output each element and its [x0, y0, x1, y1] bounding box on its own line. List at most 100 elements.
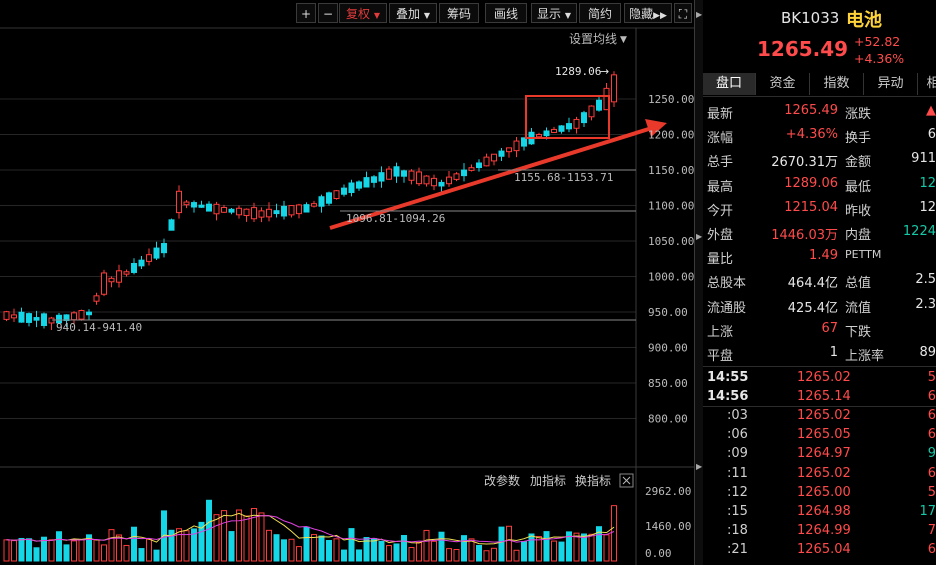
last-price: 1265.49 — [757, 37, 849, 61]
annot-high-arrow: → — [600, 65, 609, 78]
stat-label-2: 涨跌 — [845, 107, 872, 122]
volume-bar — [326, 539, 332, 562]
stat-row: 总手 2670.31万 金额 911 — [703, 149, 936, 171]
candle-body — [581, 112, 587, 124]
candle-body — [596, 99, 602, 111]
stat-value-2: 12 — [919, 175, 936, 191]
tab-zhishu[interactable]: 指数 — [810, 73, 864, 95]
volume-bar — [393, 543, 400, 562]
tick-row: 14:55 1265.02 5 — [703, 368, 936, 387]
volume-tick: 1460.00 — [645, 520, 691, 533]
annot-range-3: 940.14-941.40 — [56, 321, 142, 334]
zoom-in-button[interactable]: + — [296, 3, 316, 23]
volume-bar — [251, 508, 257, 562]
caret-down-icon: ▼ — [373, 11, 380, 20]
fullscreen-icon[interactable]: ⛶ — [674, 3, 692, 23]
tick-time: :09 — [727, 446, 748, 462]
tab-pankou[interactable]: 盘口 — [703, 73, 756, 95]
candle-body — [416, 171, 422, 185]
tick-volume: 9 — [927, 446, 936, 462]
yincang-button[interactable]: 隐藏▶▶ — [624, 3, 672, 23]
volume-bar — [56, 531, 62, 562]
stat-label: 今开 — [707, 203, 734, 219]
volume-bar — [153, 549, 160, 562]
huaxian-button[interactable]: 画线 — [485, 3, 527, 23]
candle-body — [281, 205, 287, 217]
fuquan-button[interactable]: 复权 ▼ — [339, 3, 387, 23]
volume-bar — [311, 534, 317, 562]
candle-body — [176, 190, 182, 214]
volume-axis: 2962.00 1460.00 0.00 — [645, 485, 691, 560]
stat-value: 1.49 — [809, 248, 838, 264]
volume-bar — [78, 539, 85, 562]
chouma-button[interactable]: 筹码 — [439, 3, 479, 23]
volume-bar — [491, 547, 497, 562]
volume-bar — [446, 548, 452, 562]
volume-bar — [176, 528, 182, 562]
candle-body — [461, 169, 467, 177]
stat-label: 最新 — [707, 107, 734, 122]
tick-row: :15 1264.98 17 — [703, 502, 936, 521]
vol-btn-add[interactable]: 加指标 — [530, 473, 566, 488]
volume-bar — [498, 526, 505, 562]
diejia-button[interactable]: 叠加 ▼ — [389, 3, 437, 23]
tab-yidong[interactable]: 异动 — [864, 73, 918, 95]
chevron-right-icon: ▶ — [696, 232, 703, 241]
stat-value: +4.36% — [785, 127, 838, 143]
vol-btn-switch[interactable]: 换指标 — [575, 473, 611, 488]
tick-row: :18 1264.99 7 — [703, 521, 936, 540]
volume-bar — [243, 515, 250, 562]
candle-body — [86, 311, 92, 316]
xianshi-button[interactable]: 显示 ▼ — [531, 3, 577, 23]
zoom-out-button[interactable]: − — [318, 3, 338, 23]
candle-body — [296, 204, 302, 215]
kline-chart[interactable]: 1289.06 → 1155.68-1153.71 1096.81-1094.2… — [0, 0, 694, 565]
volume-bar — [453, 548, 460, 562]
stat-label-2: 换手 — [845, 131, 872, 147]
volume-bar — [281, 539, 287, 562]
candle-body — [483, 156, 490, 167]
volume-bar — [18, 537, 25, 562]
volume-bar — [108, 529, 115, 562]
volume-bar — [3, 539, 10, 562]
volume-bar — [596, 526, 602, 562]
candle-body — [491, 153, 497, 162]
tick-time: 14:55 — [707, 370, 749, 385]
close-icon[interactable] — [619, 473, 634, 488]
volume-bar — [341, 549, 347, 562]
candle-body — [153, 247, 160, 259]
tick-price: 1265.14 — [797, 389, 851, 405]
tab-zijin[interactable]: 资金 — [756, 73, 810, 95]
volume-bar — [468, 538, 475, 562]
stat-row: 流通股 425.4亿 流值 2.3 — [703, 295, 936, 317]
ma-settings-link[interactable]: 设置均线 — [569, 32, 617, 46]
volume-bar — [573, 532, 580, 562]
volume-bar — [131, 526, 137, 562]
candle-body — [453, 173, 460, 180]
jianyue-button[interactable]: 简约 — [579, 3, 621, 23]
stat-value: 1446.03万 — [771, 228, 838, 243]
price-tick: 1200.00 — [648, 129, 694, 142]
panel-toggle[interactable]: ▶ ▶ ▶ — [695, 0, 703, 565]
price-tick: 1050.00 — [648, 235, 694, 248]
stat-value-2: 89 — [919, 345, 936, 360]
ma-settings-caret: ▼ — [620, 35, 627, 45]
candle-body — [191, 202, 197, 208]
volume-bar — [93, 539, 100, 562]
volume-bar — [378, 540, 385, 562]
stat-label-2: PETTM — [845, 248, 882, 262]
price-tick: 1000.00 — [648, 271, 694, 284]
candle-body — [386, 168, 392, 180]
stat-label: 总手 — [707, 155, 734, 171]
candle-body — [18, 311, 25, 323]
vol-btn-params[interactable]: 改参数 — [484, 473, 520, 488]
volume-bar — [71, 540, 77, 562]
candle-body — [566, 123, 572, 130]
tab-more[interactable]: 相 — [918, 73, 936, 95]
volume-bar — [288, 538, 295, 562]
divider — [703, 406, 936, 408]
volume-bar — [138, 548, 145, 562]
tick-time: :15 — [727, 503, 748, 519]
volume-bar — [476, 544, 482, 562]
candle-body — [408, 170, 415, 181]
